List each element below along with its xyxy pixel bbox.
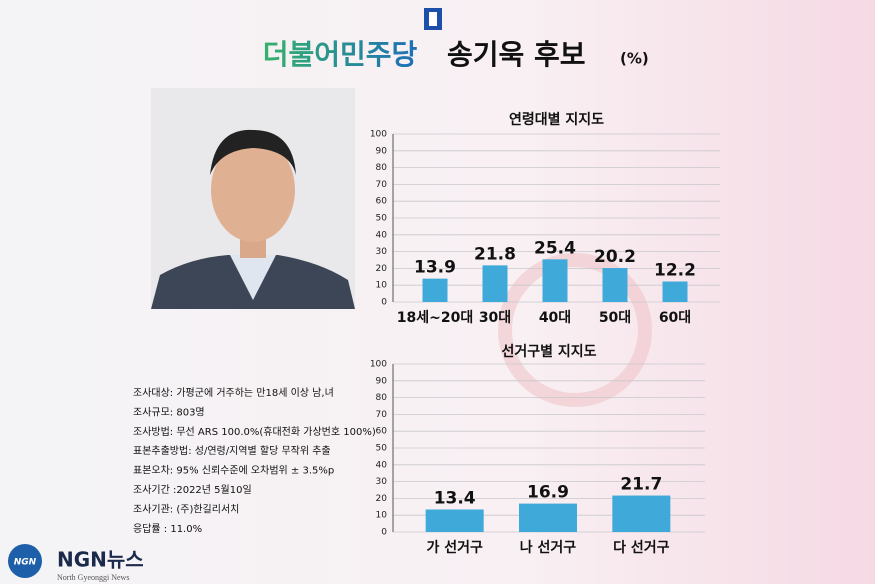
logo-icon (8, 544, 42, 578)
y-tick-label: 70 (376, 180, 388, 190)
y-tick-label: 0 (381, 528, 387, 538)
bar (519, 503, 577, 532)
y-tick-label: 60 (376, 197, 388, 207)
y-tick-label: 100 (370, 360, 387, 370)
bar (542, 259, 568, 302)
candidate: 송기욱 후보 (447, 38, 586, 71)
x-tick-label: 40대 (539, 310, 571, 326)
bar (612, 495, 671, 532)
y-tick-label: 40 (376, 230, 388, 240)
y-tick-label: 80 (376, 393, 388, 403)
x-tick-label: 18세~20대 (397, 310, 473, 326)
y-tick-label: 10 (376, 511, 388, 521)
y-tick-label: 20 (376, 494, 388, 504)
survey-line: 조사기관: (주)한길리서치 (133, 502, 239, 515)
bar (662, 281, 688, 302)
logo-name: NGN뉴스 (57, 548, 144, 572)
y-tick-label: 100 (370, 130, 387, 140)
survey-line: 조사규모: 803명 (133, 406, 205, 418)
y-tick-label: 90 (376, 376, 388, 386)
survey-line: 표본오차: 95% 신뢰수준에 오차범위 ± 3.5%p (133, 464, 334, 477)
y-tick-label: 0 (381, 298, 387, 308)
survey-line: 조사기간 :2022년 5월10일 (133, 484, 252, 496)
y-tick-label: 30 (376, 477, 388, 487)
photo (151, 88, 355, 309)
survey-line: 응답률 : 11.0% (133, 523, 202, 535)
watermark (498, 253, 652, 407)
x-tick-label: 다 선거구 (613, 540, 670, 556)
bar (425, 509, 484, 532)
y-tick-label: 90 (376, 146, 388, 156)
value-label: 12.2 (654, 261, 696, 281)
survey-line: 조사방법: 무선 ARS 100.0%(휴대전화 가상번호 100%) (133, 426, 376, 438)
x-tick-label: 50대 (599, 310, 631, 326)
chart-title: 선거구별 지지도 (501, 343, 596, 360)
chart-title: 연령대별 지지도 (509, 111, 604, 128)
value-label: 25.4 (534, 238, 576, 258)
x-tick-label: 60대 (659, 310, 691, 326)
party-icon (429, 12, 437, 26)
x-tick-label: 나 선거구 (520, 540, 577, 556)
x-tick-label: 30대 (479, 310, 511, 326)
value-label: 21.8 (474, 244, 516, 264)
bar (482, 265, 508, 302)
party-name: 더불어민주당 (263, 38, 418, 71)
unit: (%) (620, 50, 649, 68)
survey-line: 표본추출방법: 성/연령/지역별 할당 무작위 추출 (133, 444, 331, 457)
y-tick-label: 30 (376, 247, 388, 257)
x-tick-label: 가 선거구 (426, 540, 483, 556)
value-label: 13.4 (434, 488, 476, 508)
y-tick-label: 40 (376, 460, 388, 470)
value-label: 13.9 (414, 258, 456, 278)
y-tick-label: 80 (376, 163, 388, 173)
y-tick-label: 50 (376, 214, 388, 224)
y-tick-label: 50 (376, 444, 388, 454)
value-label: 20.2 (594, 247, 636, 267)
survey-line: 조사대상: 가평군에 거주하는 만18세 이상 남,녀 (133, 386, 334, 399)
logo-subtitle: North Gyeonggi News (57, 573, 129, 582)
y-tick-label: 10 (376, 281, 388, 291)
bar (422, 278, 448, 302)
y-tick-label: 20 (376, 264, 388, 274)
value-label: 16.9 (527, 483, 569, 503)
y-tick-label: 70 (376, 410, 388, 420)
logo-icon: NGN (14, 558, 37, 568)
y-tick-label: 60 (376, 427, 388, 437)
value-label: 21.7 (620, 475, 662, 495)
bar (602, 268, 628, 302)
